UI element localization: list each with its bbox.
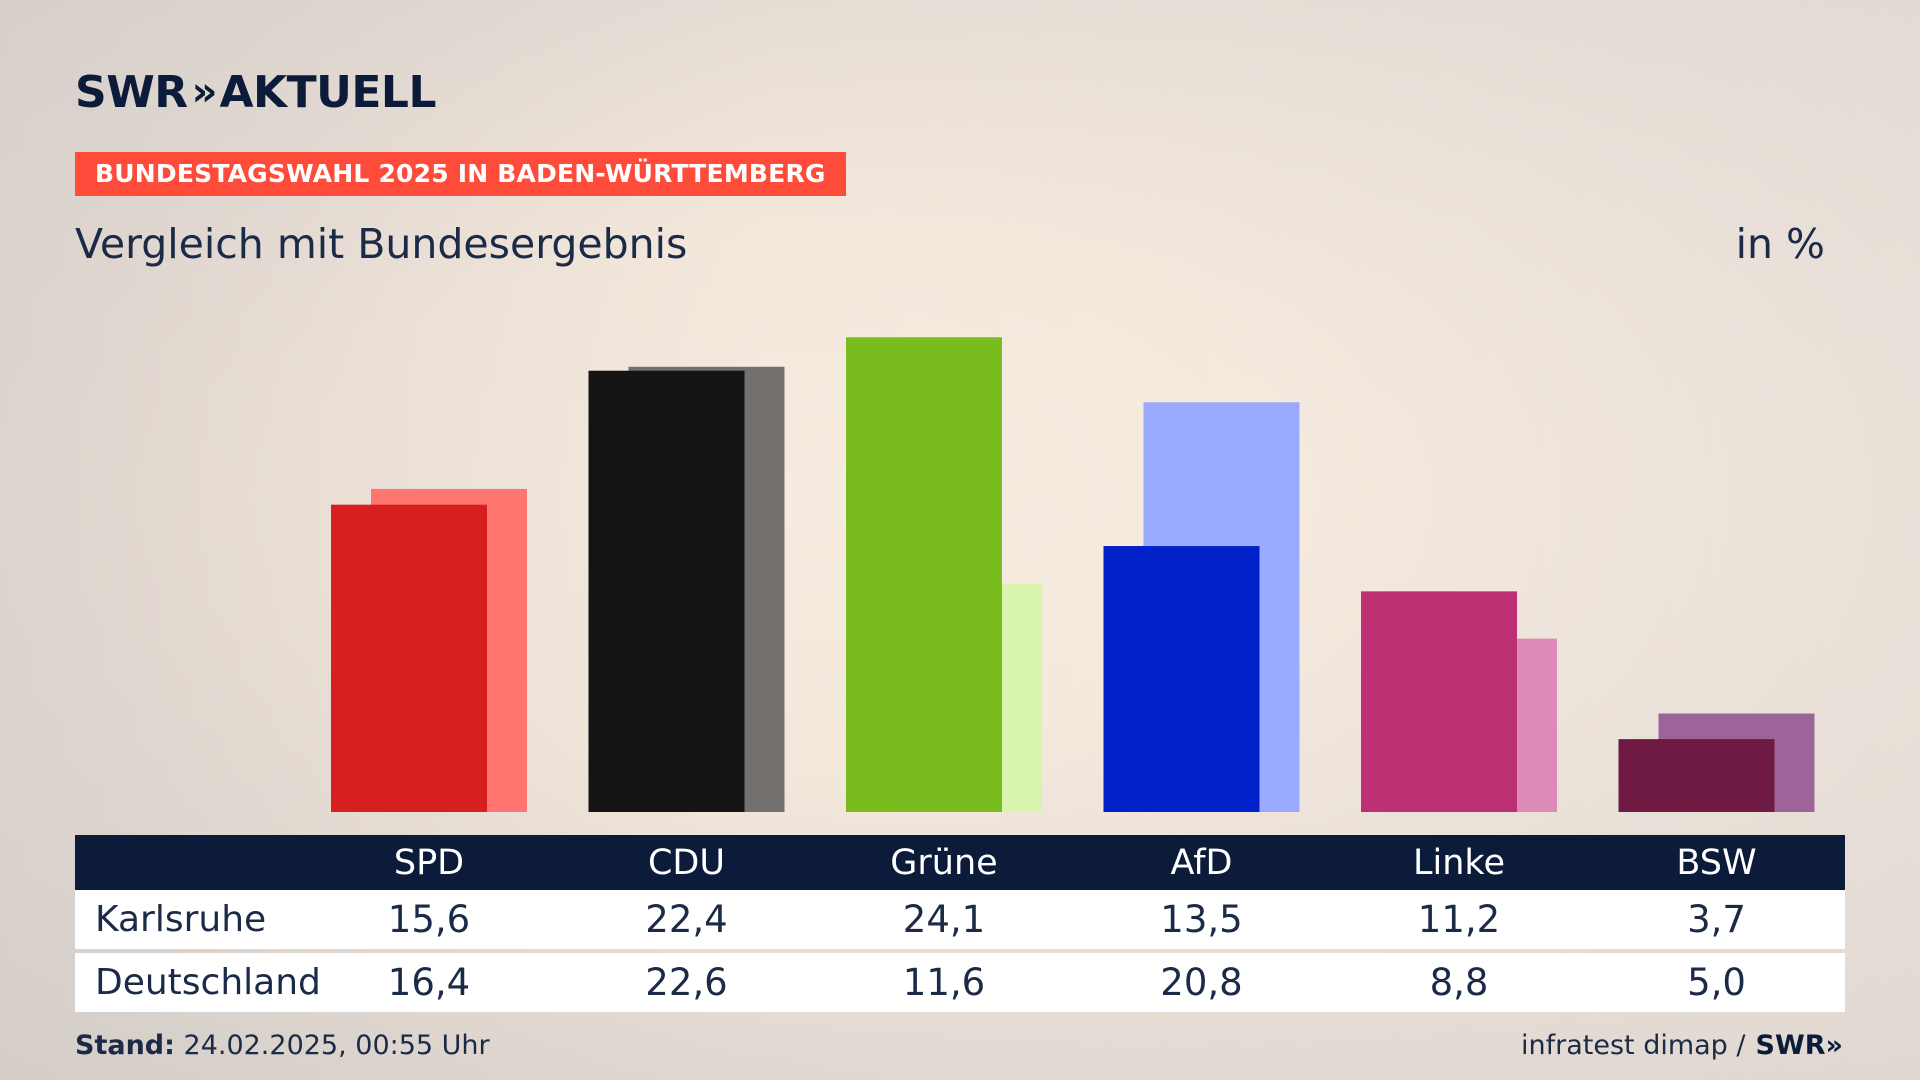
bar-afd-karlsruhe (1103, 546, 1260, 812)
swr-aktuell-logo: SWR » AKTUELL (75, 66, 436, 118)
source-swr-text: SWR (1755, 1030, 1826, 1061)
data-label-afd-karlsruhe: 13,5 (1160, 898, 1243, 941)
row-label-karlsruhe: Karlsruhe (95, 899, 267, 940)
source-text: infratest dimap / (1521, 1030, 1746, 1061)
unit-label: in % (1735, 220, 1825, 268)
data-label-afd-deutschland: 20,8 (1160, 961, 1243, 1004)
data-label-gruene-deutschland: 11,6 (902, 961, 986, 1004)
timestamp: Stand: 24.02.2025, 00:55 Uhr (75, 1030, 490, 1061)
bar-cdu-karlsruhe (588, 370, 745, 812)
data-label-bsw-karlsruhe: 3,7 (1687, 898, 1746, 941)
table-row-deutschland: Deutschland 16,4 22,6 11,6 20,8 8,8 5,0 (75, 953, 1845, 1012)
tick-label-bsw: BSW (1676, 842, 1757, 883)
source-swr-logo: SWR» (1756, 1030, 1843, 1061)
tick-label-spd: SPD (393, 842, 465, 883)
data-label-gruene-karlsruhe: 24,1 (902, 898, 986, 941)
row-label-deutschland: Deutschland (95, 962, 321, 1003)
bar-gruene-karlsruhe (846, 337, 1002, 812)
table-header-row: SPD CDU Grüne AfD Linke BSW (75, 835, 1845, 890)
data-label-bsw-deutschland: 5,0 (1687, 961, 1746, 1004)
logo-swr-text: SWR (75, 66, 188, 118)
data-label-linke-deutschland: 8,8 (1429, 961, 1489, 1004)
source-chevron-icon: » (1825, 1030, 1843, 1061)
table-row-karlsruhe: Karlsruhe 15,6 22,4 24,1 13,5 11,2 3,7 (75, 890, 1845, 949)
data-label-spd-karlsruhe: 15,6 (387, 898, 471, 941)
chart-subtitle: Vergleich mit Bundesergebnis (75, 220, 688, 268)
stand-label: Stand: (75, 1030, 175, 1061)
data-label-linke-karlsruhe: 11,2 (1417, 898, 1501, 941)
data-label-spd-deutschland: 16,4 (387, 961, 471, 1004)
logo-aktuell-text: AKTUELL (219, 66, 436, 118)
tick-label-afd: AfD (1170, 842, 1233, 883)
bar-linke-karlsruhe (1361, 591, 1517, 812)
bar-spd-karlsruhe (331, 504, 487, 812)
tick-label-linke: Linke (1413, 842, 1505, 883)
tick-label-gruene: Grüne (890, 842, 998, 883)
stand-value: 24.02.2025, 00:55 Uhr (183, 1030, 490, 1061)
results-table: SPD CDU Grüne AfD Linke BSW Karlsruhe 15,6 22,… (75, 835, 1845, 1012)
bar-bsw-karlsruhe (1618, 739, 1775, 812)
data-label-cdu-karlsruhe: 22,4 (645, 898, 728, 941)
source-credit: infratest dimap / SWR» (1521, 1030, 1843, 1061)
election-badge: BUNDESTAGSWAHL 2025 IN BADEN-WÜRTTEMBERG (75, 152, 846, 196)
data-label-cdu-deutschland: 22,6 (645, 961, 728, 1004)
tick-label-cdu: CDU (647, 842, 725, 883)
